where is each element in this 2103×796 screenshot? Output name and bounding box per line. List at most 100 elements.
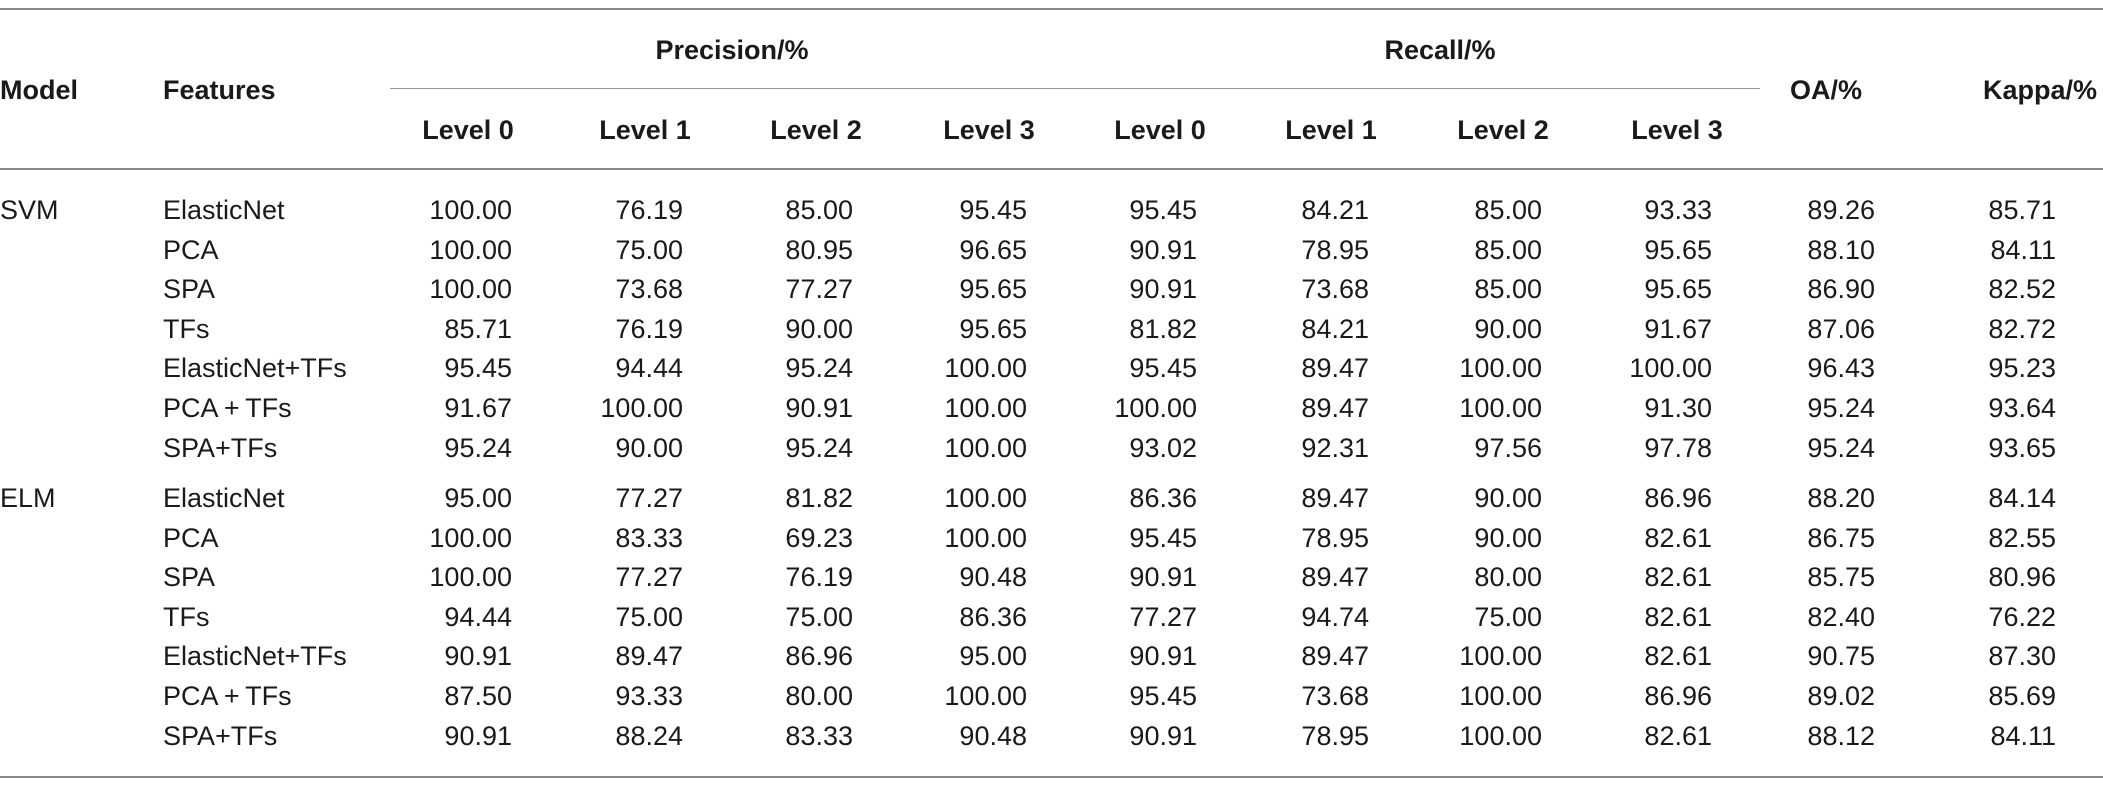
value-cell: 90.00 — [615, 433, 683, 463]
value-cell: 83.33 — [785, 721, 853, 751]
value-cell: 83.33 — [615, 523, 683, 553]
features-cell: TFs — [163, 602, 210, 632]
value-cell: 91.67 — [444, 393, 512, 423]
features-cell: PCA — [163, 235, 219, 265]
value-cell: 84.11 — [1990, 721, 2056, 751]
value-cell: 90.91 — [1129, 641, 1197, 671]
header-precision-level-0: Level 0 — [422, 115, 514, 145]
value-cell: 88.20 — [1807, 483, 1875, 513]
header-precision-level-3: Level 3 — [943, 115, 1035, 145]
value-cell: 90.91 — [444, 641, 512, 671]
value-cell: 86.36 — [959, 602, 1027, 632]
value-cell: 88.12 — [1807, 721, 1875, 751]
value-cell: 84.21 — [1301, 314, 1369, 344]
value-cell: 84.14 — [1988, 483, 2056, 513]
value-cell: 92.31 — [1301, 433, 1369, 463]
header-precision: Precision/% — [655, 35, 809, 65]
value-cell: 86.96 — [1644, 483, 1712, 513]
value-cell: 82.55 — [1988, 523, 2056, 553]
value-cell: 94.44 — [444, 602, 512, 632]
value-cell: 77.27 — [615, 483, 683, 513]
value-cell: 90.91 — [1129, 721, 1197, 751]
value-cell: 77.27 — [785, 274, 853, 304]
value-cell: 100.00 — [429, 235, 512, 265]
header-recall-level-1: Level 1 — [1285, 115, 1377, 145]
value-cell: 82.61 — [1644, 562, 1712, 592]
value-cell: 75.00 — [615, 602, 683, 632]
value-cell: 100.00 — [944, 681, 1027, 711]
value-cell: 95.45 — [1129, 681, 1197, 711]
value-cell: 93.64 — [1988, 393, 2056, 423]
value-cell: 77.27 — [615, 562, 683, 592]
value-cell: 90.91 — [785, 393, 853, 423]
features-cell: PCA — [163, 523, 219, 553]
features-cell: SPA — [163, 274, 216, 304]
value-cell: 86.90 — [1807, 274, 1875, 304]
value-cell: 95.65 — [959, 274, 1027, 304]
value-cell: 95.65 — [959, 314, 1027, 344]
value-cell: 93.33 — [615, 681, 683, 711]
features-cell: PCA + TFs — [163, 681, 292, 711]
value-cell: 82.72 — [1988, 314, 2056, 344]
value-cell: 85.00 — [1474, 195, 1542, 225]
value-cell: 88.24 — [615, 721, 683, 751]
features-cell: TFs — [163, 314, 210, 344]
features-cell: SPA+TFs — [163, 433, 278, 463]
value-cell: 80.95 — [785, 235, 853, 265]
features-cell: ElasticNet — [163, 483, 285, 513]
value-cell: 95.24 — [1807, 393, 1875, 423]
header-recall-level-2: Level 2 — [1457, 115, 1549, 145]
value-cell: 96.43 — [1807, 353, 1875, 383]
value-cell: 75.00 — [1474, 602, 1542, 632]
features-cell: SPA+TFs — [163, 721, 278, 751]
value-cell: 100.00 — [1459, 353, 1542, 383]
value-cell: 97.56 — [1474, 433, 1542, 463]
value-cell: 95.23 — [1988, 353, 2056, 383]
value-cell: 90.48 — [959, 562, 1027, 592]
value-cell: 78.95 — [1301, 721, 1369, 751]
header-oa: OA/% — [1789, 75, 1863, 105]
value-cell: 82.61 — [1644, 721, 1712, 751]
value-cell: 100.00 — [1459, 393, 1542, 423]
value-cell: 89.47 — [1301, 393, 1369, 423]
value-cell: 85.69 — [1988, 681, 2056, 711]
value-cell: 95.65 — [1644, 274, 1712, 304]
value-cell: 90.00 — [1474, 483, 1542, 513]
value-cell: 73.68 — [1301, 681, 1369, 711]
value-cell: 76.19 — [785, 562, 853, 592]
value-cell: 90.91 — [444, 721, 512, 751]
value-cell: 84.21 — [1301, 195, 1369, 225]
value-cell: 95.65 — [1644, 235, 1712, 265]
value-cell: 75.00 — [615, 235, 683, 265]
value-cell: 93.65 — [1988, 433, 2056, 463]
value-cell: 89.47 — [1301, 483, 1369, 513]
header-recall: Recall/% — [1384, 35, 1496, 65]
value-cell: 81.82 — [1129, 314, 1197, 344]
value-cell: 95.45 — [1129, 523, 1197, 553]
value-cell: 97.78 — [1644, 433, 1712, 463]
value-cell: 90.00 — [785, 314, 853, 344]
value-cell: 95.45 — [1129, 195, 1197, 225]
features-cell: PCA + TFs — [163, 393, 292, 423]
header-bottom-rule — [0, 168, 2103, 170]
value-cell: 82.61 — [1644, 641, 1712, 671]
value-cell: 89.02 — [1807, 681, 1875, 711]
model-label: ELM — [0, 483, 56, 513]
value-cell: 85.00 — [1474, 235, 1542, 265]
value-cell: 94.74 — [1301, 602, 1369, 632]
value-cell: 75.00 — [785, 602, 853, 632]
value-cell: 100.00 — [429, 523, 512, 553]
header-kappa: Kappa/% — [1982, 75, 2098, 105]
header-features: Features — [163, 75, 276, 105]
value-cell: 90.48 — [959, 721, 1027, 751]
header-model: Model — [0, 75, 78, 105]
value-cell: 69.23 — [785, 523, 853, 553]
value-cell: 91.67 — [1644, 314, 1712, 344]
value-cell: 90.91 — [1129, 274, 1197, 304]
value-cell: 95.24 — [1807, 433, 1875, 463]
value-cell: 85.00 — [1474, 274, 1542, 304]
value-cell: 85.71 — [444, 314, 512, 344]
value-cell: 82.40 — [1807, 602, 1875, 632]
value-cell: 96.65 — [959, 235, 1027, 265]
value-cell: 76.22 — [1988, 602, 2056, 632]
